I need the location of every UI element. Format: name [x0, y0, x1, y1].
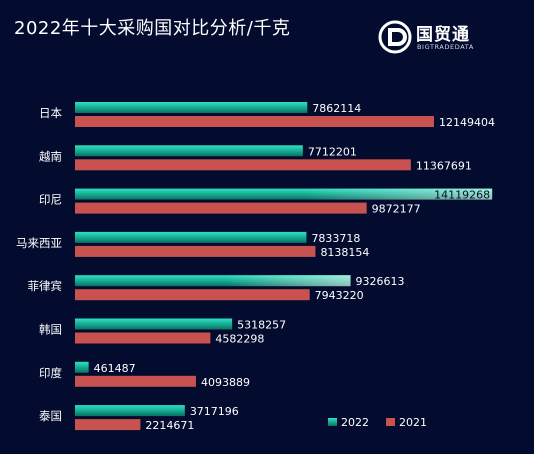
bar-2021 [75, 289, 310, 301]
brand-logo: 国贸通 BIGTRADEDATA [378, 18, 518, 58]
category-label: 印度 [39, 366, 62, 380]
legend-label: 2022 [341, 416, 369, 429]
data-label: 7943220 [315, 289, 364, 302]
chart-title: 2022年十大采购国对比分析/千克 [14, 18, 291, 39]
data-label: 7712201 [308, 145, 357, 158]
plot-area: 日本 7862114 12149404 越南 7712201 11367691 印尼 1411… [16, 102, 495, 432]
data-label: 14119268 [434, 189, 490, 202]
bar-2022 [75, 361, 89, 373]
logo-subtitle: BIGTRADEDATA [417, 43, 474, 51]
category-label: 马来西亚 [16, 236, 62, 250]
bar-2022 [75, 231, 307, 243]
bar-2022 [75, 405, 185, 417]
logo-name: 国贸通 [416, 25, 470, 45]
bar-2022 [75, 145, 303, 157]
bar-highlight [304, 188, 493, 200]
data-label: 7833718 [311, 232, 360, 245]
category-label: 菲律宾 [28, 279, 63, 293]
logo-icon [378, 20, 412, 54]
bar-highlight [226, 275, 351, 287]
data-label: 7862114 [312, 102, 361, 115]
bar-2021 [75, 419, 141, 431]
bar-2021 [75, 159, 411, 171]
data-label: 5318257 [237, 319, 286, 332]
legend-label: 2021 [399, 416, 427, 429]
category-label: 印尼 [39, 193, 62, 207]
bar-2021 [75, 332, 211, 344]
legend: 2022 2021 [328, 416, 427, 429]
bar-2022 [75, 275, 351, 287]
data-label: 9872177 [372, 203, 421, 216]
bar-2022 [75, 102, 308, 113]
data-label: 461487 [94, 362, 136, 375]
category-label: 日本 [39, 106, 62, 120]
category-label: 泰国 [39, 409, 62, 423]
bar-2022 [75, 188, 493, 200]
data-label: 4582298 [215, 333, 264, 346]
data-label: 4093889 [201, 376, 250, 389]
data-label: 8138154 [320, 246, 369, 259]
data-label: 3717196 [190, 405, 239, 418]
bar-2021 [75, 375, 196, 387]
category-label: 韩国 [39, 323, 62, 337]
legend-swatch-2021 [386, 418, 395, 426]
bar-2021 [75, 202, 367, 214]
data-label: 12149404 [439, 116, 495, 129]
data-label: 2214671 [145, 419, 194, 432]
category-label: 越南 [39, 149, 62, 163]
legend-swatch-2022 [328, 418, 337, 426]
bar-2021 [75, 245, 316, 257]
bar-2022 [75, 318, 233, 330]
bar-2021 [75, 116, 434, 127]
data-label: 9326613 [356, 275, 405, 288]
data-label: 11367691 [416, 159, 472, 172]
